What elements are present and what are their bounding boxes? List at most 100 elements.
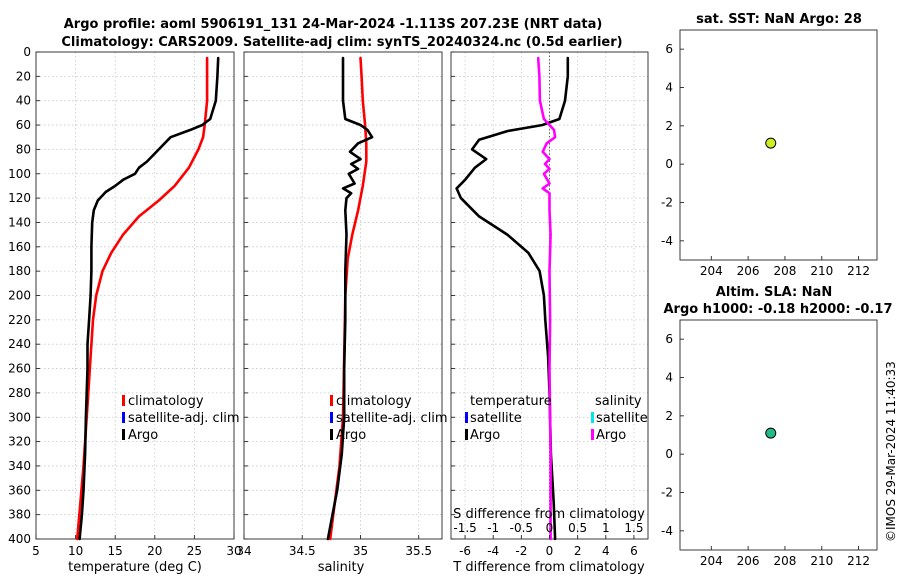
x-tick-label: 208: [773, 554, 796, 568]
sla-panel: Altim. SLA: NaN Argo h1000: -0.18 h2000:…: [661, 285, 892, 568]
depth-tick-label: 220: [8, 313, 31, 327]
legend-swatch-argo: [330, 429, 333, 440]
figure-title-line1: Argo profile: aoml 5906191_131 24-Mar-20…: [64, 17, 603, 32]
legend-swatch-temperature-argo: [465, 429, 468, 440]
legend-title-temperature: temperature: [470, 394, 552, 409]
legend-swatch-temperature-satellite: [465, 412, 468, 423]
figure-title-line2: Climatology: CARS2009. Satellite-adj cli…: [61, 35, 622, 50]
data-point-marker: [765, 427, 777, 439]
legend-label-temperature-argo: Argo: [470, 428, 500, 443]
depth-tick-label: 400: [8, 532, 31, 546]
x-tick-label: 15: [108, 544, 123, 558]
temperature-legend: climatology satellite-adj. clim Argo: [122, 394, 240, 443]
depth-tick-label: 340: [8, 459, 31, 473]
depth-tick-label: 300: [8, 410, 31, 424]
depth-tick-label: 180: [8, 264, 31, 278]
x-tick-label: 210: [810, 264, 833, 278]
x-tick-label: 210: [810, 554, 833, 568]
legend-swatch-satellite-adj: [330, 412, 333, 423]
y-tick-label: -2: [661, 486, 673, 500]
sst-axes-frame: [679, 29, 878, 261]
series-line-climatology: [328, 56, 368, 541]
x-tick-label: -4: [487, 544, 499, 558]
difference-top-xlabel: S difference from climatology: [453, 507, 645, 522]
x-tick-label: 212: [847, 264, 870, 278]
x-tick-label: 204: [700, 264, 723, 278]
difference-panel: -6 -4 -2 0 2 4 6 -1.5 -1 -0.5 0 0.5 1 1.5 T differenc…: [450, 51, 649, 575]
difference-xlabel: T difference from climatology: [452, 560, 645, 575]
y-tick-label: 4: [665, 371, 673, 385]
depth-tick-label: 20: [16, 69, 31, 83]
y-tick-label: 4: [665, 81, 673, 95]
imos-watermark: ©IMOS 29-Mar-2024 11:40:33: [884, 361, 898, 542]
y-tick-label: 2: [665, 119, 673, 133]
depth-tick-label: 40: [16, 94, 31, 108]
legend-swatch-climatology: [122, 395, 125, 406]
legend-label-argo: Argo: [128, 428, 158, 443]
legend-label-salinity-satellite: satellite: [596, 411, 648, 426]
sst-panel: sat. SST: NaN Argo: 28 -4 -2 0 2 4 6 204 206 208…: [661, 12, 878, 278]
x-tick-label: 35.5: [405, 544, 432, 558]
s-diff-tick-label: 0.5: [568, 521, 587, 535]
y-tick-label: 6: [665, 42, 673, 56]
y-tick-label: -2: [661, 196, 673, 210]
s-diff-tick-label: -1: [487, 521, 499, 535]
salinity-legend: climatology satellite-adj. clim Argo: [330, 394, 448, 443]
x-tick-label: 204: [700, 554, 723, 568]
depth-tick-label: 100: [8, 167, 31, 181]
legend-label-satellite-adj: satellite-adj. clim: [336, 411, 448, 426]
legend-swatch-salinity-satellite: [591, 412, 594, 423]
legend-label-climatology: climatology: [336, 394, 412, 409]
x-tick-label: 6: [630, 544, 638, 558]
x-tick-label: 4: [602, 544, 610, 558]
depth-tick-label: 160: [8, 240, 31, 254]
x-tick-label: 34: [236, 544, 251, 558]
y-tick-label: -4: [661, 234, 673, 248]
temperature-diff-legend: temperature satellite Argo: [465, 394, 552, 443]
depth-tick-label: 360: [8, 483, 31, 497]
legend-swatch-salinity-argo: [591, 429, 594, 440]
depth-tick-label: 380: [8, 508, 31, 522]
y-tick-label: 0: [665, 157, 673, 171]
x-tick-label: 25: [187, 544, 202, 558]
s-diff-tick-label: 1: [602, 521, 610, 535]
depth-tick-label: 280: [8, 386, 31, 400]
legend-swatch-argo: [122, 429, 125, 440]
sla-axes-frame: [679, 319, 878, 551]
depth-tick-label: 260: [8, 362, 31, 376]
s-diff-tick-label: 1.5: [624, 521, 643, 535]
depth-tick-label: 60: [16, 118, 31, 132]
depth-tick-label: 120: [8, 191, 31, 205]
legend-label-temperature-satellite: satellite: [470, 411, 522, 426]
x-tick-label: 206: [737, 264, 760, 278]
legend-label-climatology: climatology: [128, 394, 204, 409]
depth-tick-label: 200: [8, 289, 31, 303]
series-line-argo: [326, 56, 374, 541]
depth-tick-label: 0: [23, 45, 31, 59]
series-line-argo: [78, 56, 220, 541]
legend-swatch-satellite-adj: [122, 412, 125, 423]
x-tick-label: 10: [68, 544, 83, 558]
depth-tick-label: 80: [16, 142, 31, 156]
temperature-panel: 0 20 40 60 80 100 120 140 160 180 200 220 240 260 280 3…: [8, 45, 242, 575]
legend-label-argo: Argo: [336, 428, 366, 443]
legend-label-salinity-argo: Argo: [596, 428, 626, 443]
salinity-panel: 34 34.5 35 35.5 salinity climatology satell…: [236, 51, 448, 575]
y-tick-label: 6: [665, 332, 673, 346]
depth-tick-label: 240: [8, 337, 31, 351]
data-point-marker: [765, 137, 777, 149]
legend-title-salinity: salinity: [595, 394, 642, 409]
s-diff-tick-label: 0: [546, 521, 554, 535]
sla-subtitle: Argo h1000: -0.18 h2000: -0.17: [663, 302, 892, 317]
temperature-xlabel: temperature (deg C): [68, 560, 202, 575]
depth-tick-label: 140: [8, 215, 31, 229]
x-tick-label: 5: [32, 544, 40, 558]
x-tick-label: 30: [226, 544, 241, 558]
x-tick-label: 206: [737, 554, 760, 568]
x-tick-label: 35: [353, 544, 368, 558]
x-tick-label: 208: [773, 264, 796, 278]
x-tick-label: 20: [147, 544, 162, 558]
series-line-salinity-argo: [536, 56, 557, 541]
x-tick-label: 212: [847, 554, 870, 568]
